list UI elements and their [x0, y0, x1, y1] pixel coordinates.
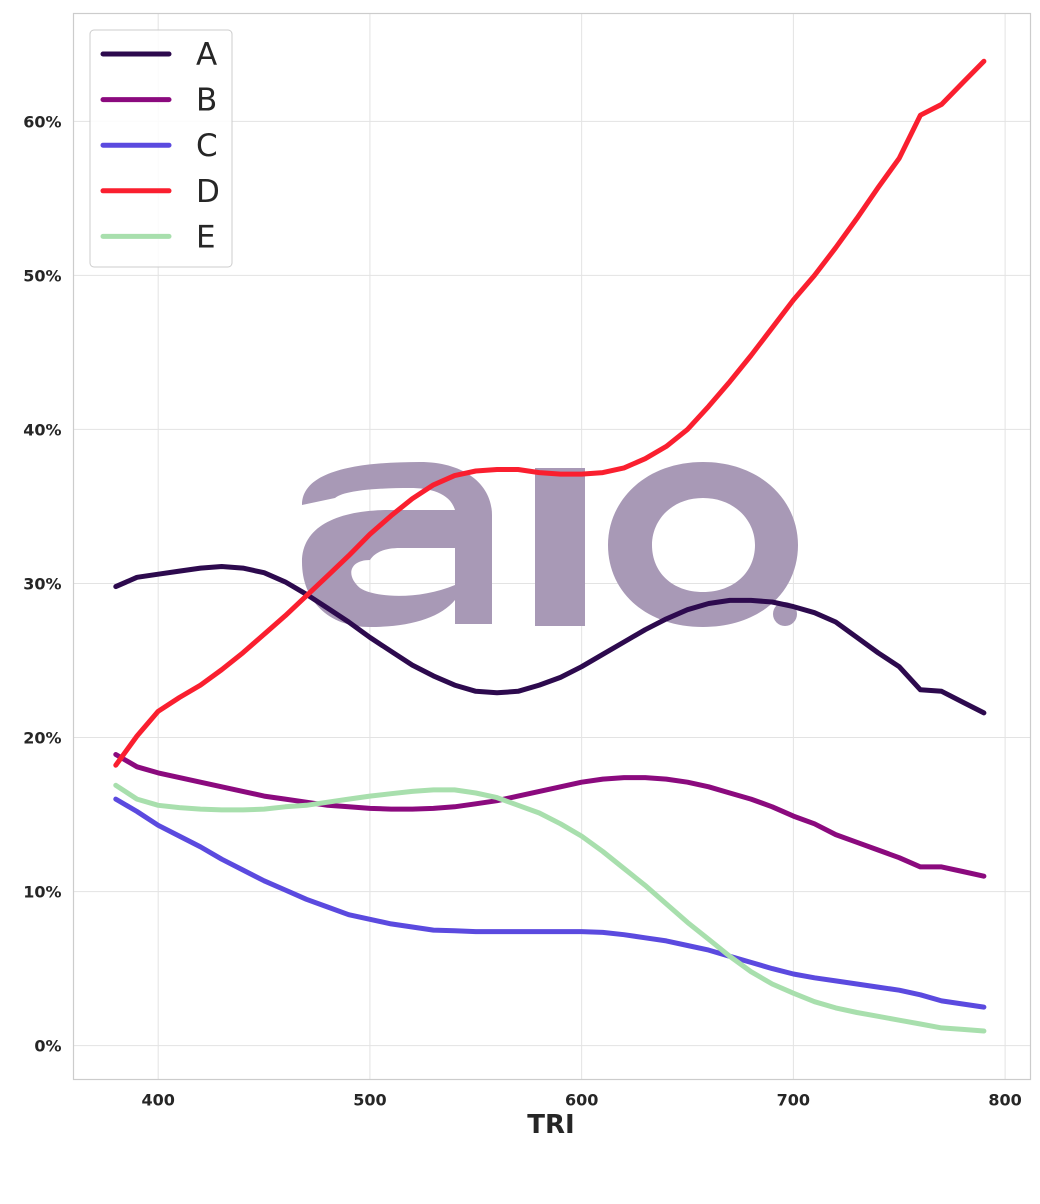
legend-item-c: C: [100, 128, 218, 164]
legend-item-e: E: [100, 219, 216, 255]
series-lines: [113, 58, 987, 1034]
x-tick-label: 600: [565, 1091, 598, 1110]
series-line-c: [113, 796, 987, 1010]
legend-label: B: [196, 83, 217, 119]
x-axis-title: TRI: [527, 1110, 574, 1140]
series-line-b: [113, 752, 987, 879]
legend-label: D: [196, 174, 220, 210]
series-line-d: [113, 58, 987, 768]
x-tick-label: 500: [353, 1091, 386, 1110]
y-tick-label: 10%: [23, 883, 61, 902]
watermark-logo: [302, 462, 798, 627]
x-tick-label: 800: [988, 1091, 1021, 1110]
legend-label: A: [196, 37, 217, 73]
legend-item-b: B: [100, 83, 217, 119]
plot-frame: [72, 12, 1032, 1081]
legend-item-d: D: [100, 174, 220, 210]
y-tick-label: 40%: [23, 420, 61, 439]
y-tick-label: 20%: [23, 729, 61, 748]
legend-box: [89, 29, 233, 268]
legend-label: E: [196, 219, 216, 255]
x-tick-label: 400: [141, 1091, 174, 1110]
y-tick-label: 0%: [34, 1037, 61, 1056]
series-line-e: [113, 782, 987, 1034]
y-tick-label: 60%: [23, 112, 61, 131]
legend-label: C: [196, 128, 218, 164]
y-tick-label: 30%: [23, 574, 61, 593]
x-tick-label: 700: [777, 1091, 810, 1110]
y-tick-label: 50%: [23, 266, 61, 285]
legend-item-a: A: [100, 37, 217, 73]
axis-ticks: 400 500 600 700 800 0% 10% 20% 30% 40% 50% 60%: [23, 112, 1022, 1109]
series-line-a: [113, 564, 987, 716]
